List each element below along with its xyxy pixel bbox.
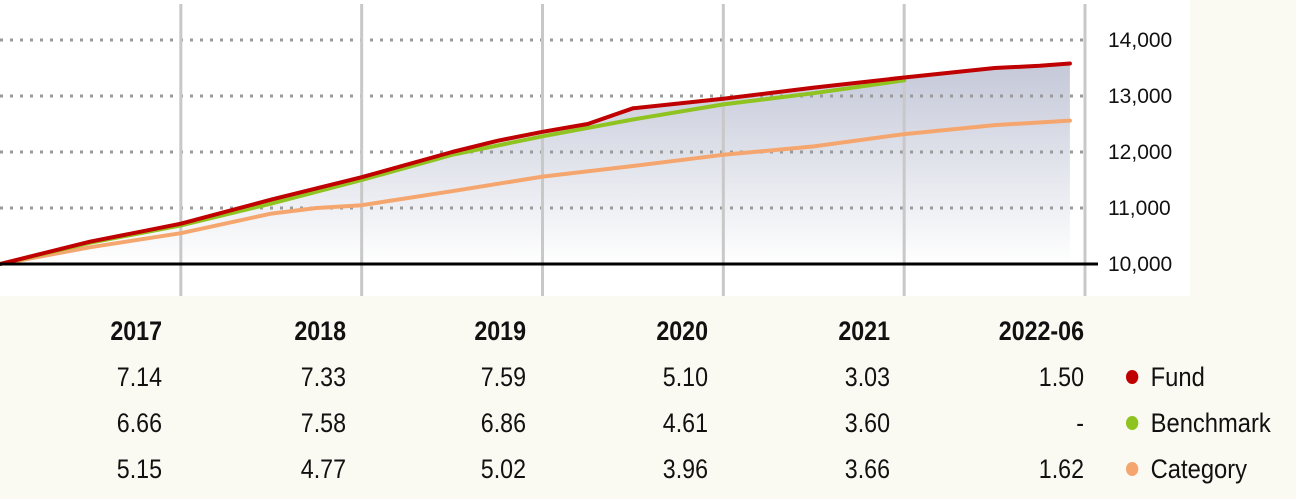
table-row: 5.15 4.77 5.02 3.96 3.66 1.62 Category xyxy=(0,446,1296,492)
table-cell: 3.96 xyxy=(662,454,708,484)
column-header: 2018 xyxy=(294,316,346,346)
table-cell: 6.66 xyxy=(116,408,162,438)
table-cell: 1.50 xyxy=(1038,362,1084,392)
y-tick-label: 13,000 xyxy=(1108,85,1172,108)
table-row: 7.14 7.33 7.59 5.10 3.03 1.50 Fund xyxy=(0,354,1296,400)
table-cell: 4.61 xyxy=(662,408,708,438)
column-header: 2017 xyxy=(110,316,162,346)
legend-label: Category xyxy=(1150,454,1248,484)
table-cell: 4.77 xyxy=(300,454,346,484)
table-cell: 7.14 xyxy=(116,362,162,392)
legend-label: Benchmark xyxy=(1150,408,1271,438)
legend-dot-icon xyxy=(1126,461,1139,476)
annual-returns-table: 2017 2018 2019 2020 2021 2022-06 7.14 7.33 7.59… xyxy=(0,308,1296,492)
table-cell: 7.58 xyxy=(300,408,346,438)
table-cell: 6.86 xyxy=(480,408,526,438)
y-tick-label: 10,000 xyxy=(1108,253,1172,276)
column-header: 2021 xyxy=(838,316,890,346)
legend-item-benchmark: Benchmark xyxy=(1126,400,1271,446)
series-line-fund xyxy=(0,61,1072,266)
legend-dot-icon xyxy=(1126,369,1139,384)
y-tick-label: 11,000 xyxy=(1108,197,1171,220)
table-cell: 5.02 xyxy=(480,454,526,484)
legend-item-fund: Fund xyxy=(1126,354,1205,400)
y-tick-label: 14,000 xyxy=(1108,29,1172,52)
y-tick-label: 12,000 xyxy=(1108,141,1172,164)
legend-item-category: Category xyxy=(1126,446,1247,492)
table-row: 6.66 7.58 6.86 4.61 3.60 - Benchmark xyxy=(0,400,1296,446)
table-cell: 7.33 xyxy=(300,362,346,392)
table-cell: 3.03 xyxy=(844,362,890,392)
table-cell: 5.15 xyxy=(116,454,162,484)
legend-label: Fund xyxy=(1150,362,1205,392)
column-header: 2019 xyxy=(474,316,526,346)
column-header: 2022-06 xyxy=(998,316,1084,346)
table-cell: 7.59 xyxy=(480,362,526,392)
table-cell: 3.66 xyxy=(844,454,890,484)
series-line-category xyxy=(0,118,1072,266)
table-cell: 5.10 xyxy=(662,362,708,392)
table-cell: - xyxy=(1076,408,1084,438)
table-cell: 1.62 xyxy=(1038,454,1084,484)
table-cell: 3.60 xyxy=(844,408,890,438)
table-header-row: 2017 2018 2019 2020 2021 2022-06 xyxy=(0,308,1296,354)
legend-dot-icon xyxy=(1126,415,1139,430)
growth-chart: 10,000 11,000 12,000 13,000 14,000 xyxy=(0,0,1190,296)
column-header: 2020 xyxy=(656,316,708,346)
